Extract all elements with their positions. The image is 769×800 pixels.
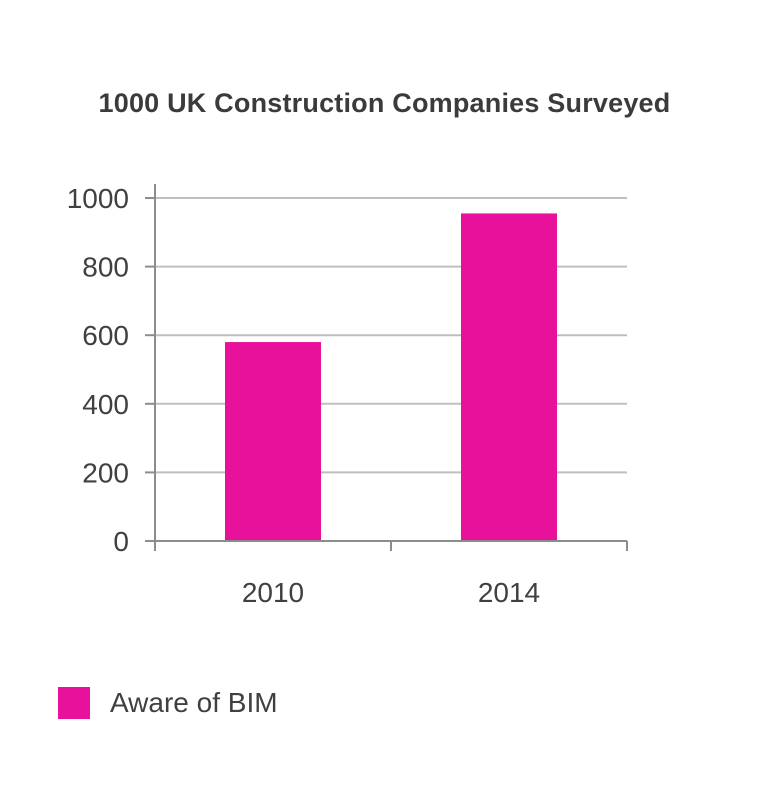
legend-swatch xyxy=(58,687,90,719)
bar-2010 xyxy=(225,342,321,541)
x-tick-label: 2010 xyxy=(242,577,304,608)
x-tick-label: 2014 xyxy=(478,577,540,608)
chart-title: 1000 UK Construction Companies Surveyed xyxy=(98,88,671,118)
y-tick-label: 1000 xyxy=(67,183,129,214)
legend-label: Aware of BIM xyxy=(110,687,278,718)
y-tick-label: 0 xyxy=(113,526,129,557)
y-tick-label: 600 xyxy=(82,320,129,351)
axes xyxy=(145,184,628,551)
y-tick-label: 400 xyxy=(82,389,129,420)
axis-labels: 0 200 400 600 800 1000 2010 2014 xyxy=(67,183,540,608)
bar-2014 xyxy=(461,213,557,541)
bars xyxy=(225,213,557,541)
legend: Aware of BIM xyxy=(58,686,278,720)
y-tick-label: 200 xyxy=(82,457,129,488)
y-tick-label: 800 xyxy=(82,252,129,283)
